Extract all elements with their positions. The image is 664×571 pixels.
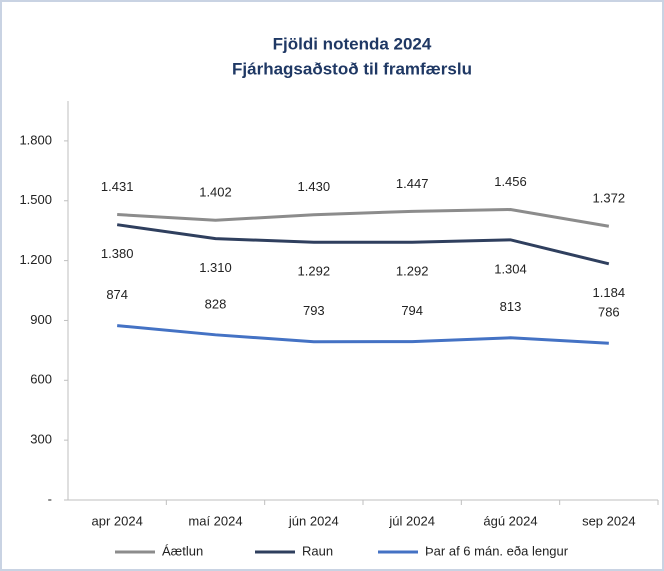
legend-label: Áætlun — [162, 543, 203, 558]
data-label: 813 — [500, 299, 522, 314]
x-tick-label: apr 2024 — [92, 513, 143, 528]
y-tick-label: 300 — [30, 432, 52, 447]
x-tick-label: jún 2024 — [288, 513, 339, 528]
data-label: 1.304 — [494, 261, 527, 276]
y-tick-label: - — [48, 491, 52, 506]
data-label: 1.380 — [101, 246, 134, 261]
data-label: 1.292 — [396, 264, 429, 279]
chart-title: Fjöldi notenda 2024 — [273, 34, 432, 53]
y-tick-label: 1.500 — [19, 192, 52, 207]
data-label: 793 — [303, 303, 325, 318]
data-label: 1.184 — [593, 285, 626, 300]
data-label: 874 — [106, 287, 128, 302]
y-tick-label: 600 — [30, 372, 52, 387]
data-label: 1.402 — [199, 185, 232, 200]
y-tick-label: 1.800 — [19, 132, 52, 147]
chart-subtitle: Fjárhagsaðstoð til framfærslu — [232, 59, 472, 78]
data-label: 1.292 — [298, 264, 331, 279]
data-label: 794 — [401, 303, 423, 318]
legend-label: Þar af 6 mán. eða lengur — [425, 543, 569, 558]
x-tick-label: sep 2024 — [582, 513, 636, 528]
data-label: 1.310 — [199, 260, 232, 275]
series-line — [117, 208, 610, 228]
data-label: 1.456 — [494, 174, 527, 189]
x-tick-label: maí 2024 — [188, 513, 242, 528]
data-label: 786 — [598, 305, 620, 320]
data-label: 1.447 — [396, 176, 429, 191]
data-label: 828 — [205, 296, 227, 311]
data-label: 1.372 — [593, 191, 626, 206]
data-label: 1.430 — [298, 179, 331, 194]
y-tick-label: 1.200 — [19, 252, 52, 267]
series-line — [116, 223, 610, 266]
y-tick-label: 900 — [30, 312, 52, 327]
series-line — [117, 324, 609, 345]
legend-label: Raun — [302, 543, 333, 558]
data-label: 1.431 — [101, 179, 134, 194]
x-tick-label: ágú 2024 — [483, 513, 537, 528]
x-tick-label: júl 2024 — [388, 513, 435, 528]
